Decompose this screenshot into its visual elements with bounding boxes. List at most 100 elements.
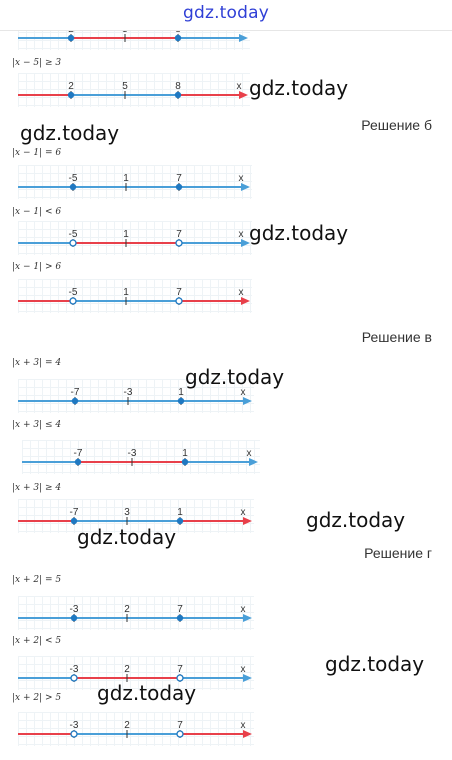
number-line-svg: -3 2 7 x — [18, 720, 252, 738]
tick-label: 7 — [177, 664, 183, 675]
closed-point — [174, 91, 182, 99]
closed-point — [67, 34, 75, 42]
grid-background — [22, 440, 260, 474]
tick-label: -7 — [71, 387, 80, 398]
equation-label: |x + 3| = 4 — [12, 358, 62, 368]
axis-arrow — [239, 91, 248, 99]
watermark: gdz.today — [185, 365, 285, 389]
number-line-svg: -3 2 7 x — [18, 664, 252, 682]
tick-label: 1 — [182, 448, 188, 459]
grid-background — [18, 165, 252, 199]
equation-label: |x − 5| ≥ 3 — [12, 58, 62, 68]
axis-x-label: x — [239, 229, 244, 240]
axis-x-label: x — [241, 387, 246, 398]
tick-label: 7 — [176, 229, 182, 240]
axis-x-label: x — [241, 720, 246, 731]
axis-arrow — [241, 239, 250, 247]
grid-background — [18, 279, 252, 313]
axis-arrow — [243, 397, 252, 405]
site-logo[interactable]: gdz.today — [182, 3, 270, 23]
axis-arrow — [239, 34, 248, 42]
tick-label: 2 — [124, 604, 130, 615]
grid-background — [18, 73, 250, 107]
grid-background — [18, 656, 254, 690]
tick-label: -7 — [74, 448, 83, 459]
watermark: gdz.today — [249, 221, 349, 245]
closed-point — [174, 34, 182, 42]
tick-label: -3 — [70, 720, 79, 731]
tick-label: 1 — [177, 507, 183, 518]
tick-label: 7 — [177, 604, 183, 615]
axis-arrow — [243, 614, 252, 622]
closed-point — [181, 458, 189, 466]
axis-x-label: x — [237, 81, 242, 92]
grid-background — [18, 221, 252, 255]
equation-label: |x + 2| = 5 — [12, 575, 62, 585]
tick-label: 2 — [124, 664, 130, 675]
tick-label: 1 — [123, 287, 129, 298]
closed-point — [71, 397, 79, 405]
number-line-svg: -5 1 7 x — [18, 173, 250, 191]
equation-label: |x + 2| < 5 — [12, 636, 62, 646]
tick-label: 3 — [124, 507, 130, 518]
equation-label: |x + 3| ≤ 4 — [12, 420, 62, 430]
tick-label: -5 — [69, 173, 78, 184]
open-point — [175, 297, 183, 305]
closed-point — [70, 614, 78, 622]
watermark: gdz.today — [249, 76, 349, 100]
watermark: gdz.today — [97, 681, 197, 705]
watermark: gdz.today — [20, 121, 120, 145]
number-line-svg: -5 1 7 x — [18, 229, 250, 247]
number-line-svg: -7 3 1 x — [18, 507, 252, 525]
axis-x-label: x — [239, 287, 244, 298]
watermark: gdz.today — [306, 508, 406, 532]
tick-label: 5 — [122, 81, 128, 92]
open-point — [175, 239, 183, 247]
equation-label: |x + 2| > 5 — [12, 693, 62, 703]
section-title-v: Решение в — [361, 329, 432, 345]
number-line-svg: 2 5 8 x — [18, 81, 248, 99]
open-point — [176, 730, 184, 738]
number-line-svg: -7 -3 1 x — [22, 448, 258, 466]
axis-arrow — [249, 458, 258, 466]
closed-point — [176, 517, 184, 525]
number-line-svg: -3 2 7 x — [18, 604, 252, 622]
grid-background — [18, 499, 254, 533]
tick-label: 8 — [175, 81, 181, 92]
open-point — [176, 674, 184, 682]
closed-point — [67, 91, 75, 99]
axis-arrow — [243, 730, 252, 738]
tick-label: -5 — [69, 229, 78, 240]
tick-label: 7 — [177, 720, 183, 731]
axis-arrow — [243, 674, 252, 682]
equation-label: |x − 1| > 6 — [12, 262, 62, 272]
tick-label: -5 — [69, 287, 78, 298]
axis-x-label: x — [241, 604, 246, 615]
number-line-svg: -5 1 7 x — [18, 287, 250, 305]
tick-label: 7 — [176, 173, 182, 184]
section-title-b: Решение б — [361, 117, 432, 133]
tick-label: 1 — [178, 387, 184, 398]
section-title-g: Решение г — [364, 545, 432, 561]
tick-label: 2 — [124, 720, 130, 731]
grid-background — [18, 596, 254, 630]
axis-arrow — [241, 183, 250, 191]
grid-background — [18, 712, 254, 746]
grid-background — [18, 379, 254, 413]
equation-label: |x − 1| = 6 — [12, 148, 62, 158]
closed-point — [69, 183, 77, 191]
axis-arrow — [241, 297, 250, 305]
tick-label: 7 — [176, 287, 182, 298]
axis-x-label: x — [239, 173, 244, 184]
axis-arrow — [243, 517, 252, 525]
closed-point — [177, 397, 185, 405]
tick-label: 1 — [123, 173, 129, 184]
tick-label: -7 — [70, 507, 79, 518]
tick-label: -3 — [128, 448, 137, 459]
axis-x-label: x — [247, 448, 252, 459]
equation-label: |x − 1| < 6 — [12, 207, 62, 217]
number-line-svg: -7 -3 1 x — [18, 387, 252, 405]
open-point — [69, 239, 77, 247]
axis-x-label: x — [241, 507, 246, 518]
tick-label: -3 — [124, 387, 133, 398]
